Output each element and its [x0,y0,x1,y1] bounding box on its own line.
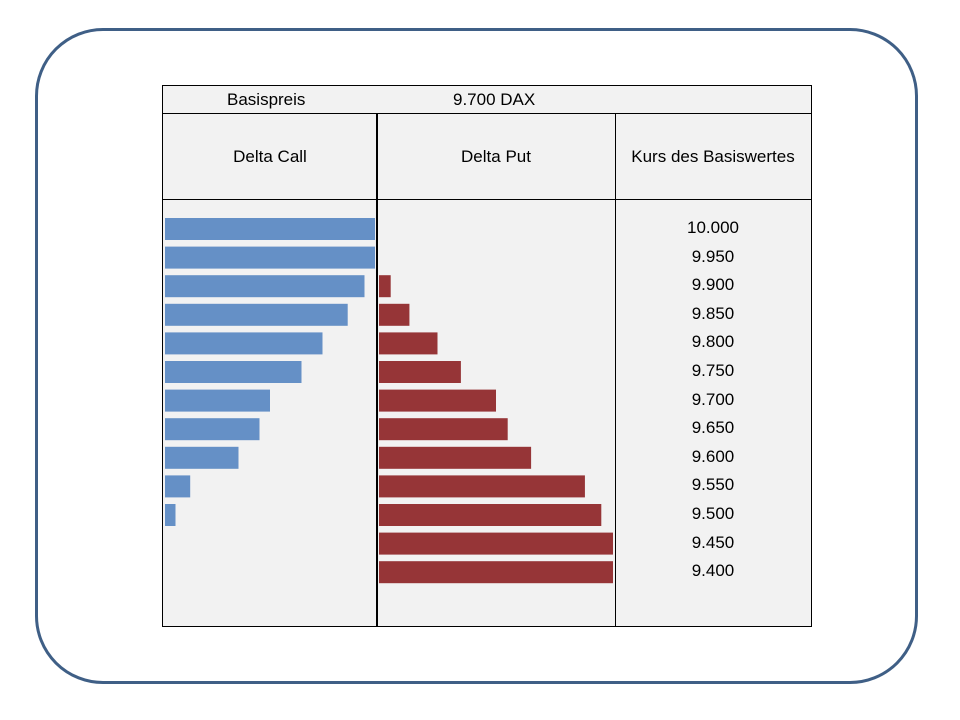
call-bar [165,361,302,383]
put-bar [379,332,438,355]
call-bar [165,246,375,269]
kurs-label: 9.650 [691,418,735,438]
call-bar [165,275,365,298]
kurs-label: 9.900 [691,275,735,295]
kurs-label: 9.550 [691,475,735,495]
put-bar [379,418,508,441]
kurs-label: 10.000 [687,218,739,237]
kurs-label: 9.850 [691,303,735,323]
call-bar [165,332,323,355]
kurs-label: 9.450 [691,532,735,552]
call-bar [165,446,239,469]
put-bar [379,532,613,555]
call-bar [165,475,191,498]
divider-put-kurs [615,114,616,626]
kurs-label: 9.400 [691,561,735,581]
header-delta-call: Delta Call [163,114,377,200]
call-bar [165,389,270,412]
kurs-label: 9.750 [691,361,735,380]
header-kurs: Kurs des Basiswertes [615,114,811,200]
put-bar [379,475,585,498]
put-bar [379,504,602,526]
header-delta-put: Delta Put [377,114,615,200]
put-bar [379,446,532,469]
put-bar [379,275,391,298]
put-bar [379,389,496,412]
basispreis-row: Basispreis 9.700 DAX [163,86,811,114]
basispreis-label: Basispreis [227,90,306,109]
kurs-label: 9.800 [691,332,735,352]
kurs-label: 9.600 [691,446,735,466]
put-bar [379,561,613,584]
call-bar [165,418,260,441]
delta-table: Basispreis 9.700 DAX Delta Call Delta Pu… [162,85,812,627]
put-bar [379,303,410,326]
kurs-label: 9.950 [691,246,735,266]
call-bar [165,218,375,240]
put-bar [379,361,461,383]
divider-call-put [376,114,378,626]
delta-bars [165,218,613,584]
kurs-label: 9.500 [691,504,735,523]
call-bar [165,504,176,526]
call-bar [165,303,348,326]
basispreis-value: 9.700 DAX [453,90,536,109]
kurs-label: 9.700 [691,389,735,409]
